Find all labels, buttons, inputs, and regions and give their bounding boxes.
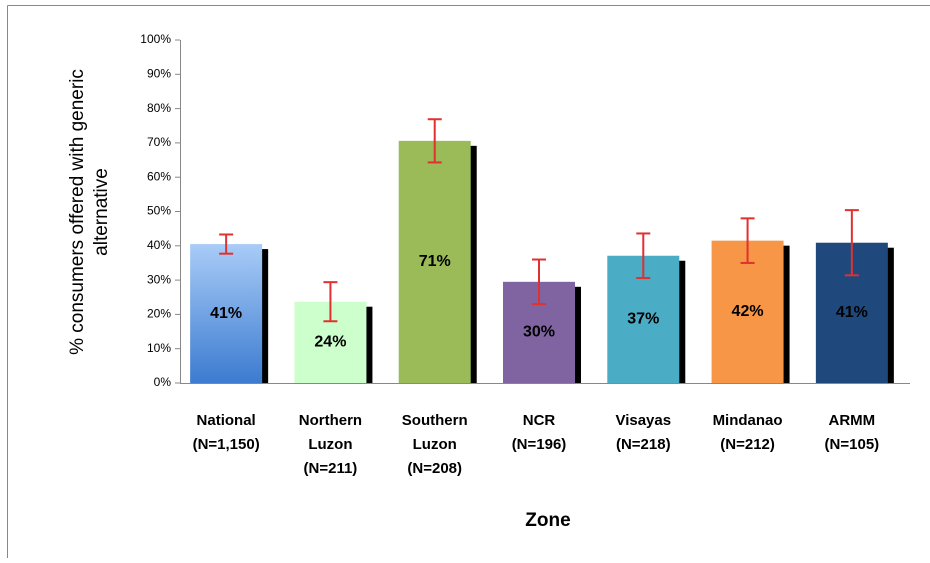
y-tick-label: 70%: [147, 135, 171, 149]
y-tick-label: 0%: [154, 375, 172, 389]
error-bar: [740, 217, 755, 264]
error-bar: [219, 233, 234, 255]
x-tick-label: Visayas (N=218): [615, 412, 671, 453]
y-tick-label: 80%: [147, 101, 171, 115]
bar: [190, 244, 263, 383]
value-label: 37%: [627, 311, 659, 328]
x-tick-label: Mindanao (N=212): [713, 412, 783, 453]
x-tick-label: Southern Luzon (N=208): [402, 412, 468, 477]
x-axis-title: Zone: [525, 510, 570, 531]
x-tick-label: Northern Luzon (N=211): [299, 412, 362, 477]
x-tick-label: ARMM (N=105): [825, 412, 880, 453]
bar: [398, 140, 471, 383]
value-label: 30%: [523, 324, 555, 341]
y-tick-label: 40%: [147, 238, 171, 252]
y-tick-label: 100%: [140, 32, 171, 46]
error-bar: [844, 209, 859, 277]
y-axis-title: % consumers offered with generic alternat…: [67, 69, 112, 355]
error-bar: [427, 118, 442, 164]
y-tick-label: 20%: [147, 307, 171, 321]
value-label: 41%: [836, 304, 868, 321]
error-bar: [323, 281, 338, 323]
y-tick-label: 60%: [147, 169, 171, 183]
value-label: 24%: [314, 334, 346, 351]
x-tick-label: National (N=1,150): [193, 412, 260, 453]
y-tick-label: 50%: [147, 204, 171, 218]
y-tick-label: 90%: [147, 66, 171, 80]
error-bar: [636, 232, 651, 280]
x-tick-label: NCR (N=196): [512, 412, 567, 453]
error-bar: [532, 258, 546, 306]
value-label: 41%: [210, 305, 242, 322]
bar: [711, 240, 784, 383]
value-label: 42%: [732, 303, 764, 320]
y-tick-label: 10%: [147, 341, 171, 355]
value-label: 71%: [419, 253, 451, 270]
y-tick-label: 30%: [147, 272, 171, 286]
